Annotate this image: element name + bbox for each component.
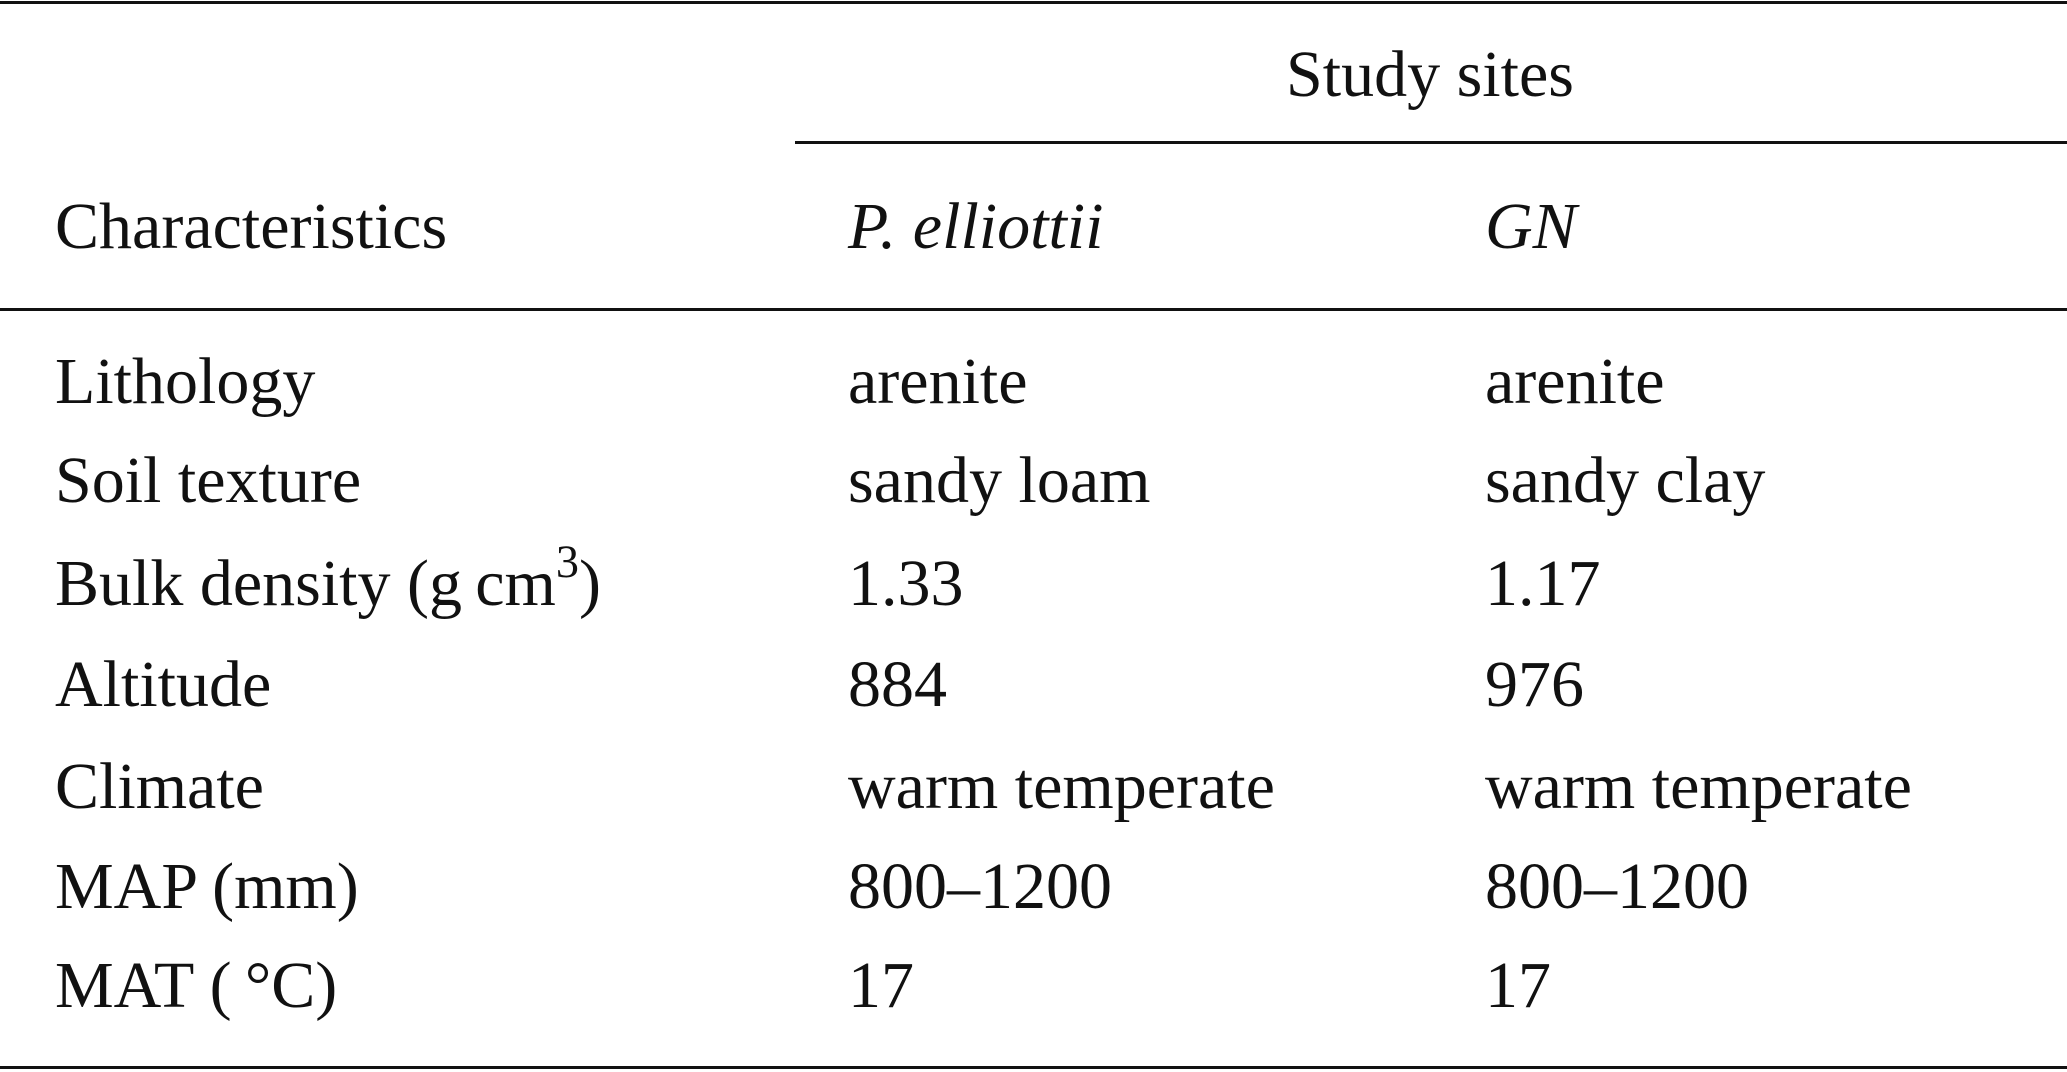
row-label: Soil texture <box>55 444 362 517</box>
cell-value: sandy clay <box>1485 444 1766 517</box>
cell-value: 17 <box>848 949 914 1022</box>
group-header: Study sites <box>1286 38 1574 111</box>
column-header: GN <box>1485 190 1577 263</box>
cell-value: 1.33 <box>848 547 964 620</box>
column-header: Characteristics <box>55 190 448 263</box>
top-rule <box>0 1 2067 4</box>
row-label: MAP (mm) <box>55 850 359 923</box>
cell-value: 800–1200 <box>1485 850 1749 923</box>
row-label: Lithology <box>55 345 316 418</box>
text-part: ) <box>578 547 601 620</box>
header-rule <box>0 308 2067 311</box>
cell-value: 884 <box>848 648 947 721</box>
cell-value: 976 <box>1485 648 1584 721</box>
superscript: 3 <box>555 536 579 588</box>
row-label: Altitude <box>55 648 272 721</box>
bottom-rule <box>0 1066 2067 1069</box>
cell-value: warm temperate <box>1485 750 1912 823</box>
cell-value: arenite <box>1485 345 1665 418</box>
cell-value: 17 <box>1485 949 1551 1022</box>
row-label: MAT ( °C) <box>55 949 338 1022</box>
cell-value: 800–1200 <box>848 850 1112 923</box>
cell-value: arenite <box>848 345 1028 418</box>
cell-value: sandy loam <box>848 444 1151 517</box>
row-label: Bulk density (g cm3) <box>55 539 601 617</box>
group-rule <box>795 141 2067 144</box>
cell-value: warm temperate <box>848 750 1275 823</box>
text-part: Bulk density (g cm <box>55 547 556 620</box>
row-label: Climate <box>55 750 264 823</box>
cell-value: 1.17 <box>1485 547 1601 620</box>
column-header: P. elliottii <box>848 190 1104 263</box>
